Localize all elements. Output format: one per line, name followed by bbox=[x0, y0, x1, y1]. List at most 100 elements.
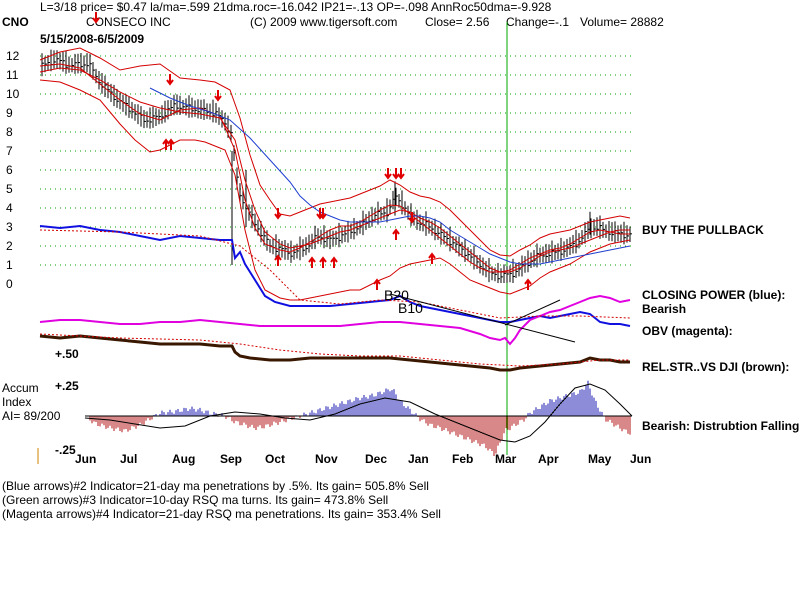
header-volume: Volume= 28882 bbox=[580, 15, 664, 29]
sell-arrow bbox=[166, 74, 174, 86]
price-bar bbox=[278, 239, 281, 258]
sell-arrow bbox=[392, 168, 400, 180]
price-bar bbox=[434, 218, 437, 241]
price-bar bbox=[578, 233, 581, 249]
x-tick-label: Aug bbox=[172, 452, 195, 466]
price-bar bbox=[239, 183, 242, 203]
price-bar bbox=[509, 265, 512, 283]
price-bar bbox=[584, 222, 587, 244]
price-bar bbox=[212, 99, 215, 123]
price-bar bbox=[449, 226, 452, 252]
price-bar bbox=[182, 100, 185, 114]
price-bar bbox=[629, 226, 632, 242]
label-rs-level: +.50 bbox=[55, 347, 79, 361]
price-bar bbox=[614, 221, 617, 243]
y-tick-label: 5 bbox=[6, 182, 13, 196]
price-bar bbox=[41, 53, 44, 77]
y-tick-label: 12 bbox=[6, 49, 20, 63]
price-bar bbox=[311, 233, 314, 250]
price-bar bbox=[230, 124, 233, 142]
x-tick-label: Jun bbox=[630, 452, 651, 466]
price-bar bbox=[242, 190, 245, 210]
x-tick-label: Oct bbox=[265, 452, 285, 466]
price-bar bbox=[506, 266, 509, 283]
price-bar bbox=[302, 239, 305, 257]
price-bar bbox=[323, 225, 326, 249]
price-bar bbox=[314, 225, 317, 250]
price-bar bbox=[482, 257, 485, 276]
buy-arrow bbox=[428, 252, 436, 264]
price-bar bbox=[332, 230, 335, 247]
header-date-range: 5/15/2008-6/5/2009 bbox=[40, 32, 144, 46]
price-bar bbox=[146, 111, 149, 128]
price-bar bbox=[128, 96, 131, 118]
price-bar bbox=[155, 108, 158, 126]
label-b10: B10 bbox=[398, 300, 423, 316]
header-close: Close= 2.56 bbox=[425, 15, 490, 29]
price-bar bbox=[140, 106, 143, 127]
price-bar bbox=[149, 107, 152, 129]
x-tick-label: Mar bbox=[495, 452, 517, 466]
price-bar bbox=[305, 237, 308, 256]
price-bar bbox=[104, 75, 107, 97]
price-bar bbox=[170, 99, 173, 117]
price-bar bbox=[341, 227, 344, 244]
label-accum-lo: -.25 bbox=[55, 443, 76, 457]
buy-arrow bbox=[167, 138, 175, 150]
price-bar bbox=[572, 234, 575, 254]
price-bar bbox=[131, 101, 134, 119]
trend-line-1 bbox=[389, 293, 576, 343]
y-tick-label: 2 bbox=[6, 239, 13, 253]
price-bar bbox=[101, 73, 104, 94]
price-bar bbox=[593, 219, 596, 236]
price-bar bbox=[566, 238, 569, 257]
y-tick-label: 3 bbox=[6, 220, 13, 234]
ma-50 bbox=[149, 87, 631, 265]
price-bar bbox=[488, 257, 491, 283]
y-tick-label: 7 bbox=[6, 144, 13, 158]
price-bar bbox=[371, 206, 374, 227]
obv-line bbox=[39, 294, 631, 346]
price-bar bbox=[44, 56, 47, 73]
label-accum-ai: AI= 89/200 bbox=[2, 409, 61, 423]
closing-power-ma bbox=[39, 229, 631, 319]
price-bar bbox=[86, 53, 89, 73]
price-bar bbox=[221, 110, 224, 128]
grid bbox=[40, 55, 632, 266]
ma-10 bbox=[39, 63, 630, 273]
x-tick-label: Nov bbox=[315, 452, 338, 466]
price-bar bbox=[362, 210, 365, 236]
x-tick-label: Sep bbox=[220, 452, 242, 466]
label-closing-power-state: Bearish bbox=[642, 302, 686, 316]
price-bar bbox=[470, 249, 473, 264]
price-bar bbox=[377, 201, 380, 225]
y-tick-label: 11 bbox=[6, 68, 19, 82]
header-copyright: (C) 2009 www.tigersoft.com bbox=[250, 15, 397, 29]
sell-arrow bbox=[274, 208, 282, 220]
header-change: Change=-.1 bbox=[506, 15, 569, 29]
price-bar bbox=[329, 229, 332, 250]
price-bar bbox=[347, 220, 350, 243]
price-bars bbox=[41, 49, 632, 284]
accum-ma-line bbox=[84, 383, 633, 443]
price-bar bbox=[47, 55, 50, 71]
y-tick-label: 10 bbox=[6, 87, 20, 101]
buy-arrow bbox=[274, 254, 282, 266]
price-bar bbox=[419, 214, 422, 231]
price-bar bbox=[344, 226, 347, 242]
y-tick-label: 8 bbox=[6, 125, 13, 139]
buy-arrow bbox=[524, 278, 532, 290]
price-bar bbox=[497, 262, 500, 284]
buy-arrow bbox=[308, 256, 316, 268]
header-ticker: CNO bbox=[2, 15, 29, 29]
rel-str-ma bbox=[39, 333, 630, 367]
price-bar bbox=[152, 106, 155, 128]
price-bar bbox=[134, 104, 137, 121]
price-bar bbox=[50, 49, 53, 72]
price-bar bbox=[575, 229, 578, 254]
price-bar bbox=[443, 229, 446, 245]
price-bar bbox=[338, 222, 341, 248]
closing-power-line bbox=[39, 224, 631, 327]
price-bar bbox=[602, 221, 605, 238]
